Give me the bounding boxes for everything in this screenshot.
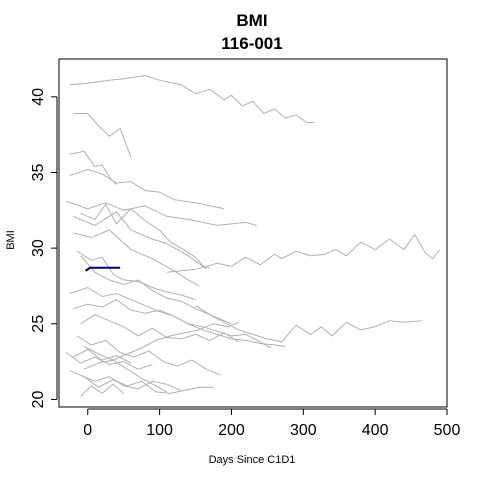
series-line-14 — [195, 305, 422, 343]
y-tick-label: 20 — [30, 390, 47, 408]
series-line-18 — [73, 348, 132, 364]
series-line-15 — [80, 314, 239, 343]
y-axis: 20 25 30 35 40 — [30, 88, 58, 408]
series-line-7 — [73, 211, 211, 269]
highlight-series-line — [85, 266, 121, 272]
y-tick-label: 30 — [30, 239, 47, 257]
y-tick-label: 40 — [30, 88, 47, 106]
series-line-21 — [69, 370, 214, 394]
highlight-layer — [85, 266, 121, 272]
series-line-9 — [166, 233, 441, 273]
x-axis: 0 100 200 300 400 500 — [83, 408, 461, 439]
x-tick-label: 100 — [146, 422, 173, 439]
series-line-16 — [76, 335, 221, 376]
series-line-22 — [80, 383, 125, 397]
series-line-20 — [80, 374, 182, 391]
x-tick-label: 0 — [83, 422, 92, 439]
chart-subtitle: 116-001 — [221, 34, 282, 53]
series-layer — [65, 75, 441, 397]
chart-title: BMI — [236, 11, 267, 30]
series-line-10 — [76, 250, 196, 301]
series-line-8 — [73, 229, 200, 287]
series-line-1 — [69, 75, 315, 123]
series-line-19 — [83, 321, 239, 370]
x-tick-label: 400 — [362, 422, 389, 439]
plot-area — [58, 58, 448, 408]
series-line-13 — [73, 299, 272, 349]
y-tick-label: 35 — [30, 163, 47, 181]
series-line-4 — [69, 168, 225, 210]
x-tick-label: 500 — [434, 422, 461, 439]
series-line-17 — [65, 352, 153, 370]
y-axis-label: BMI — [5, 230, 17, 250]
y-tick-label: 25 — [30, 315, 47, 333]
series-line-3 — [69, 150, 117, 185]
series-line-5 — [66, 200, 257, 226]
series-line-23 — [83, 346, 168, 393]
x-tick-label: 300 — [290, 422, 317, 439]
series-line-2 — [73, 113, 132, 158]
series-line-11 — [80, 255, 232, 325]
x-tick-label: 200 — [218, 422, 245, 439]
x-axis-label: Days Since C1D1 — [209, 454, 296, 466]
series-line-6 — [80, 203, 207, 270]
